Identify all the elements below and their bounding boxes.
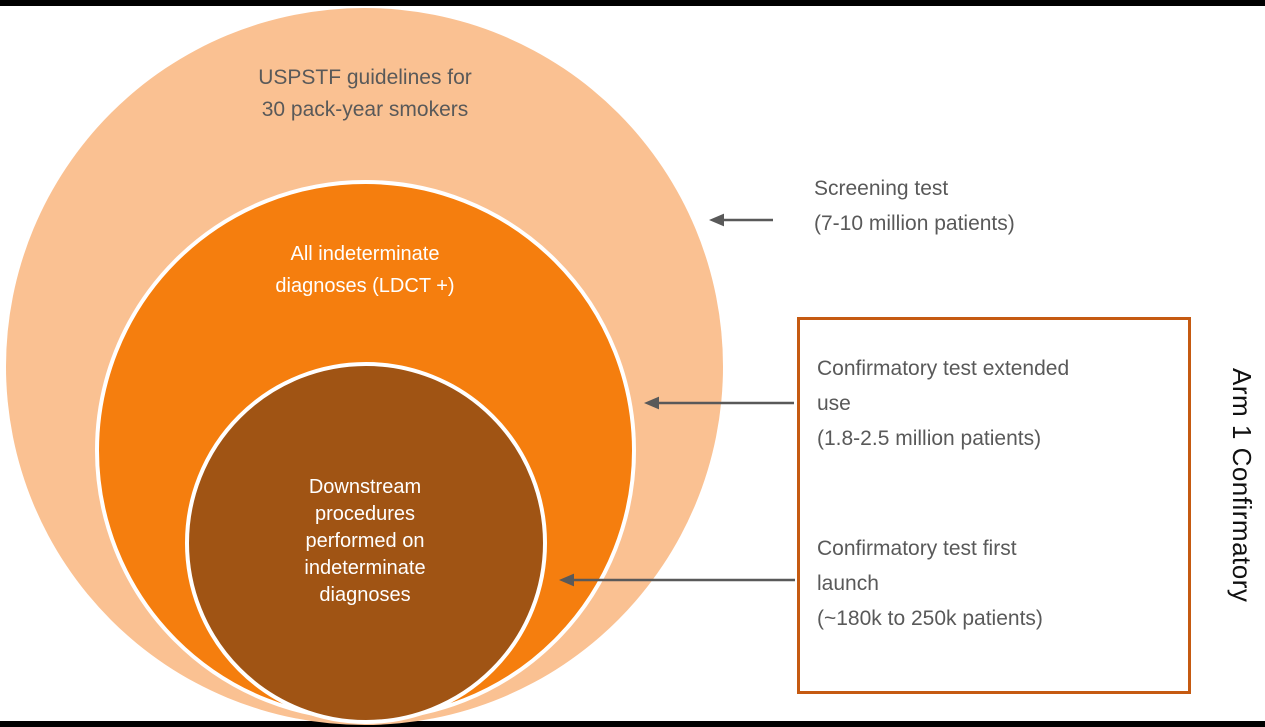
arm-1-confirmatory-label: Arm 1 Confirmatory [1227,368,1257,603]
outer-circle-label: USPSTF guidelines for 30 pack-year smoke… [258,66,472,121]
extended-use-arrow-icon [644,396,794,410]
confirmatory-extended-use-callout: Confirmatory test extended use (1.8-2.5 … [817,357,1070,450]
screening-arrow-icon [709,213,773,227]
slide-border-top [0,0,1265,6]
inner-circle-downstream-procedures [185,362,547,724]
slide-border-bottom [0,721,1265,727]
confirmatory-first-launch-callout: Confirmatory test first launch (~180k to… [817,537,1043,630]
middle-circle-label: All indeterminate diagnoses (LDCT +) [275,243,455,297]
screening-test-callout: Screening test (7-10 million patients) [814,177,1015,235]
inner-circle-label: Downstream procedures performed on indet… [304,476,426,606]
first-launch-arrow-icon [559,573,795,587]
confirmatory-callout-box [797,317,1191,694]
